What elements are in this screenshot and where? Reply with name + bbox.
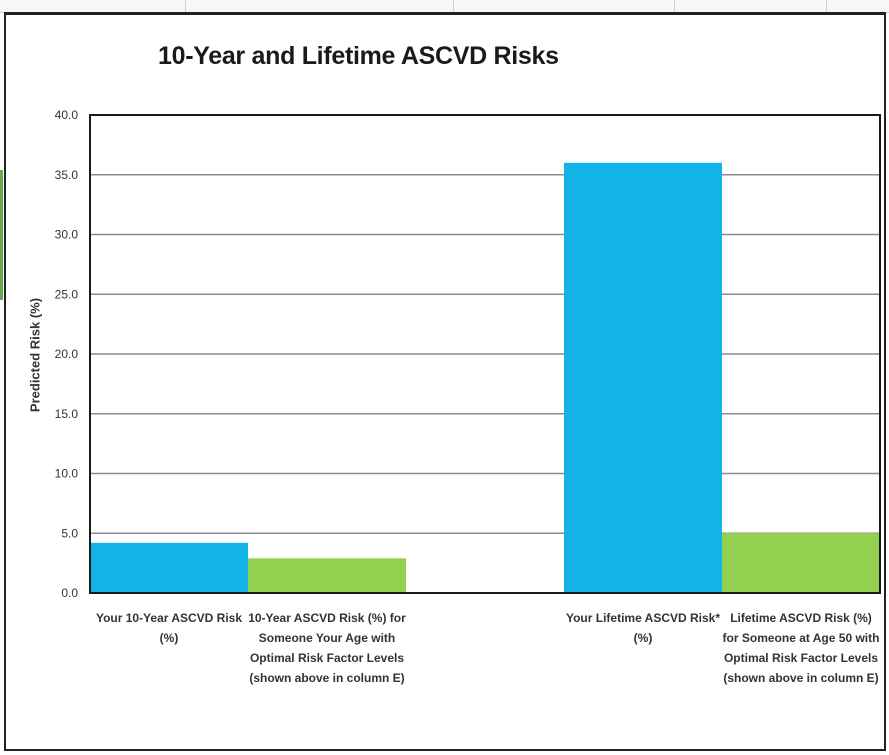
y-tick-label: 20.0	[55, 347, 79, 361]
spreadsheet-column-line	[674, 0, 675, 12]
y-tick-label: 10.0	[55, 467, 79, 481]
x-category-label: Lifetime ASCVD Risk (%) for Someone at A…	[722, 611, 880, 685]
chart-title: 10-Year and Lifetime ASCVD Risks	[158, 42, 559, 70]
spreadsheet-column-line	[453, 0, 454, 12]
y-tick-label: 35.0	[55, 168, 79, 182]
bar	[248, 558, 406, 593]
y-tick-label: 15.0	[55, 407, 79, 421]
spreadsheet-border-accent	[0, 170, 3, 300]
y-tick-label: 25.0	[55, 287, 79, 301]
x-category-label: 10-Year ASCVD Risk (%) for Someone Your …	[248, 611, 406, 685]
bar	[722, 533, 880, 593]
y-tick-label: 30.0	[55, 228, 79, 242]
bar	[564, 162, 722, 594]
bars	[90, 162, 880, 594]
bar	[90, 542, 248, 593]
x-category-label: Your 10-Year ASCVD Risk (%)	[95, 611, 243, 645]
x-category-label: Your Lifetime ASCVD Risk* (%)	[565, 611, 721, 645]
spreadsheet-column-line	[185, 0, 186, 12]
plot-frame	[89, 114, 881, 594]
y-tick-labels: 0.0 5.0 10.0 15.0 20.0 25.0 30.0 35.0 40.0	[55, 108, 79, 600]
y-tick-label: 5.0	[61, 526, 78, 540]
y-tick-label: 0.0	[61, 586, 78, 600]
chart-object[interactable]	[4, 12, 886, 751]
gridlines	[90, 174, 880, 534]
y-tick-label: 40.0	[55, 108, 79, 122]
spreadsheet-column-line	[826, 0, 827, 12]
